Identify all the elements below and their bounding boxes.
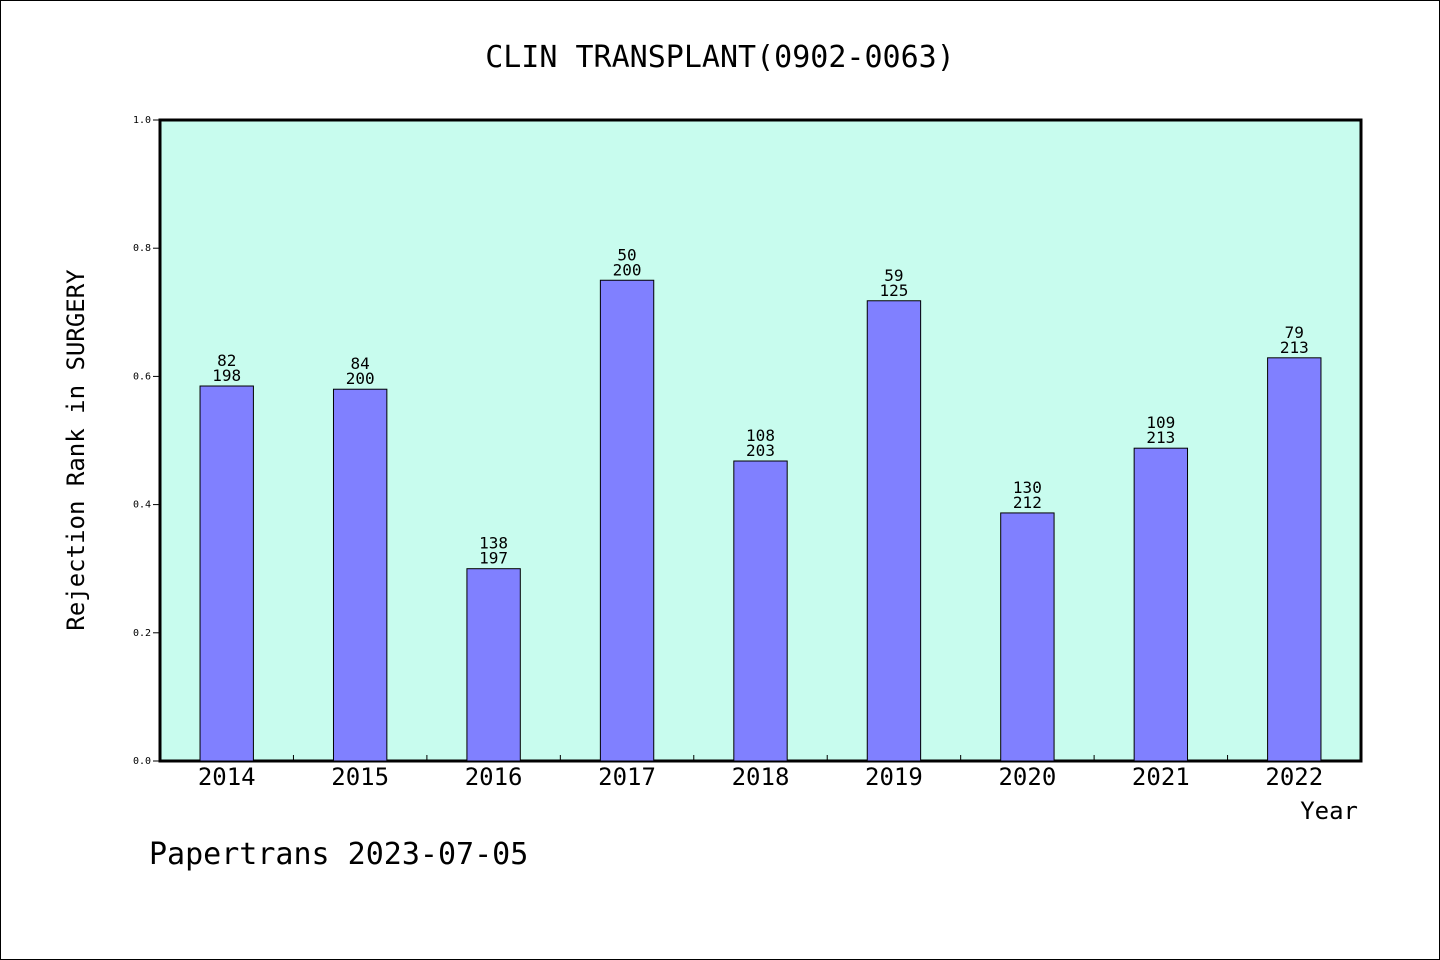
bars-group: 8219884200138197502001082035912513021210… — [199, 245, 1322, 762]
x-tick-label-2017: 2017 — [598, 763, 656, 791]
x-tick-label-2016: 2016 — [465, 763, 523, 791]
bar-label-top-2015: 84 — [351, 354, 370, 373]
bar-2020 — [1000, 512, 1055, 762]
bar-label-top-2022: 79 — [1285, 323, 1304, 342]
x-tick-label-2015: 2015 — [331, 763, 389, 791]
bar-label-top-2014: 82 — [217, 351, 236, 370]
footer-credit: Papertrans 2023-07-05 — [149, 837, 528, 872]
y-tick-label: 0.2 — [133, 628, 151, 639]
bar-2015 — [332, 388, 388, 762]
bar-label-bottom-2014: 198 — [212, 366, 241, 385]
x-tick-label-2019: 2019 — [865, 763, 923, 791]
x-tick-label-2018: 2018 — [732, 763, 790, 791]
bar-2021 — [1133, 447, 1189, 762]
bar-label-bottom-2019: 125 — [879, 281, 908, 300]
y-tick-label: 0.4 — [133, 500, 151, 511]
bar-label-top-2020: 130 — [1013, 478, 1042, 497]
bar-label-bottom-2021: 213 — [1146, 428, 1175, 447]
x-axis-label: Year — [1300, 797, 1358, 825]
y-tick-label: 1.0 — [133, 115, 151, 126]
bar-label-bottom-2015: 200 — [346, 369, 375, 388]
y-tick-label: 0.6 — [133, 371, 151, 382]
bar-label-bottom-2016: 197 — [479, 549, 508, 568]
bar-label-top-2016: 138 — [479, 534, 508, 553]
bar-label-top-2018: 108 — [746, 426, 775, 445]
bar-label-bottom-2017: 200 — [613, 260, 642, 279]
bar-label-bottom-2018: 203 — [746, 441, 775, 460]
chart-title: CLIN TRANSPLANT(0902-0063) — [485, 40, 955, 75]
x-tick-label-2014: 2014 — [198, 763, 256, 791]
x-tick-label-2022: 2022 — [1265, 763, 1323, 791]
bar-label-top-2017: 50 — [617, 245, 636, 264]
bar-2022 — [1267, 357, 1322, 762]
bar-label-top-2021: 109 — [1146, 413, 1175, 432]
y-axis-label: Rejection Rank in SURGERY — [62, 269, 90, 631]
bar-2019 — [866, 300, 922, 762]
x-tick-label-2021: 2021 — [1132, 763, 1190, 791]
bar-label-top-2019: 59 — [884, 266, 903, 285]
bar-label-bottom-2020: 212 — [1013, 493, 1042, 512]
bar-label-bottom-2022: 213 — [1280, 338, 1309, 357]
x-tick-label-2020: 2020 — [998, 763, 1056, 791]
bar-2017 — [599, 279, 655, 762]
bar-2016 — [466, 568, 521, 762]
y-tick-label: 0.8 — [133, 243, 151, 254]
y-tick-label: 0.0 — [133, 756, 151, 767]
ticks-group: 2014 2015 2016 2017 2018 2019 2020 2021 2022 0.0 0… — [133, 115, 1323, 791]
bar-2018 — [733, 460, 788, 762]
bar-2014 — [199, 385, 254, 762]
